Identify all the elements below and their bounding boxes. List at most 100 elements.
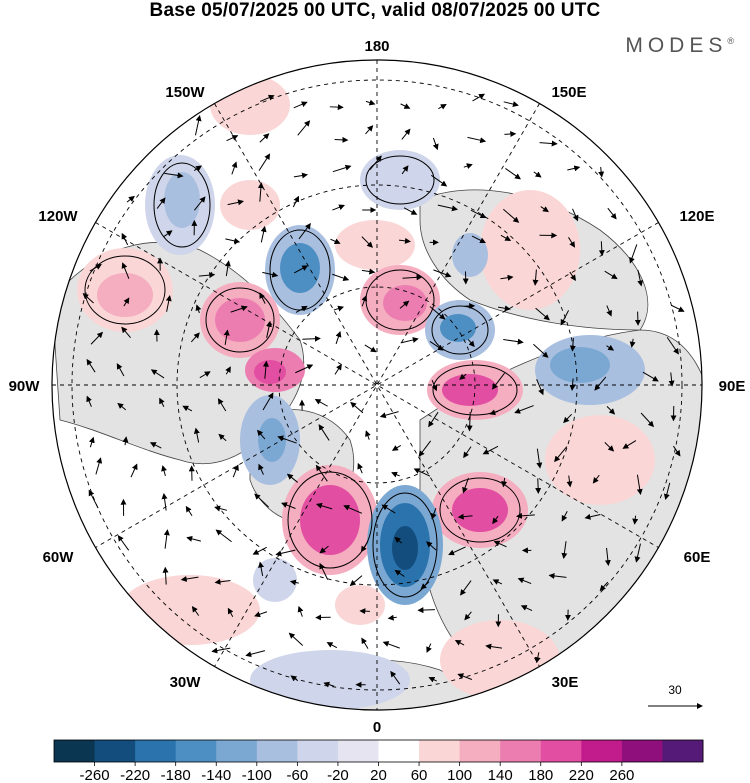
wind-arrow: [330, 238, 341, 245]
wind-arrow: [584, 513, 601, 520]
wind-arrow: [463, 446, 472, 459]
brand-logo: MODES®: [625, 34, 734, 58]
wind-arrow: [86, 395, 92, 407]
wind-reference-label: 30: [668, 683, 682, 697]
lon-label-60e: 60E: [684, 549, 711, 566]
wind-arrow: [314, 399, 328, 407]
wind-arrow: [431, 174, 448, 187]
wind-arrow: [632, 515, 639, 525]
wind-arrow: [503, 208, 520, 223]
wind-arrow: [150, 369, 165, 379]
anomaly-negative: [452, 233, 488, 277]
wind-arrow: [492, 579, 503, 585]
colorbar-swatch: [662, 740, 704, 762]
wind-arrow: [116, 363, 125, 377]
wind-arrow: [121, 232, 129, 246]
wind-arrow: [332, 164, 352, 173]
colorbar-swatch: [540, 740, 582, 762]
wind-arrow: [471, 235, 486, 244]
wind-arrow: [622, 440, 637, 449]
wind-arrow: [413, 468, 431, 477]
wind-arrow: [288, 632, 304, 646]
wind-arrow: [568, 237, 576, 248]
wind-arrow: [604, 442, 615, 452]
wind-arrow: [515, 512, 535, 519]
wind-arrow: [642, 371, 659, 382]
colorbar-swatch: [337, 740, 379, 762]
colorbar-swatch: [175, 740, 217, 762]
wind-arrow: [302, 335, 321, 342]
brand-mark: ®: [727, 36, 734, 46]
wind-arrow: [503, 338, 524, 345]
wind-arrow: [379, 411, 399, 419]
colorbar-tick-label: -100: [242, 767, 272, 783]
colorbar-swatch: [256, 740, 298, 762]
wind-arrow: [159, 397, 165, 407]
map-border: [51, 59, 703, 711]
lon-label-0: 0: [373, 719, 381, 736]
lon-label-120w: 120W: [38, 208, 78, 225]
wind-arrow: [369, 155, 382, 170]
anomaly-positive: [452, 488, 508, 532]
wind-arrow: [606, 344, 615, 351]
wind-arrow: [130, 463, 138, 478]
wind-arrow: [594, 376, 607, 391]
wind-arrow: [231, 161, 238, 175]
colorbar-tick-label: 20: [370, 767, 387, 783]
colorbar-swatch: [54, 740, 96, 762]
wind-arrow: [195, 304, 202, 314]
wind-arrow: [193, 427, 200, 443]
wind-arrow: [295, 364, 314, 374]
wind-arrow: [448, 546, 466, 556]
wind-arrow: [163, 230, 173, 238]
anomaly-positive: [440, 620, 560, 700]
anomaly-positive: [210, 75, 290, 135]
wind-arrow: [569, 337, 576, 352]
wind-arrow: [254, 611, 268, 618]
wind-arrow: [259, 292, 266, 304]
wind-arrow: [193, 165, 202, 172]
wind-arrow: [364, 344, 377, 353]
wind-arrow: [316, 502, 333, 510]
wind-arrow: [293, 101, 308, 109]
wind-arrow: [190, 332, 200, 343]
wind-arrow: [400, 103, 411, 109]
anomaly-negative: [250, 650, 410, 710]
wind-arrow: [122, 436, 129, 446]
colorbar-swatch: [500, 740, 542, 762]
wind-arrow: [470, 209, 487, 218]
wind-arrow: [297, 120, 311, 136]
wind-arrow: [121, 326, 131, 338]
wind-arrow: [230, 305, 248, 313]
wind-arrow: [572, 208, 579, 222]
wind-arrow: [332, 204, 345, 211]
wind-arrow: [332, 273, 350, 281]
wind-arrow: [673, 445, 681, 457]
wind-arrow: [467, 339, 475, 348]
wind-arrow: [540, 206, 549, 213]
wind-arrow: [256, 429, 266, 440]
wind-arrow: [89, 264, 102, 272]
wind-arrow: [429, 306, 446, 320]
wind-arrow: [335, 330, 342, 345]
wind-arrow: [275, 549, 296, 557]
colorbar-tick-label: -220: [120, 767, 150, 783]
wind-arrow: [294, 265, 309, 274]
wind-arrow: [492, 515, 499, 525]
wind-arrow: [432, 137, 439, 151]
wind-arrow: [604, 270, 618, 280]
wind-arrow: [437, 204, 458, 212]
anomaly-positive: [97, 273, 153, 317]
wind-arrow: [350, 401, 364, 414]
anomaly-positive: [300, 485, 360, 555]
wind-arrow: [262, 392, 274, 411]
anomaly-negative: [440, 314, 476, 342]
colorbar-tick-label: 140: [488, 767, 513, 783]
wind-arrow: [214, 578, 231, 585]
wind-arrow: [598, 166, 605, 178]
wind-arrow: [428, 411, 439, 428]
wind-arrow: [333, 305, 344, 312]
wind-arrow: [361, 268, 376, 275]
wind-arrow: [227, 199, 244, 206]
wind-arrow: [258, 561, 264, 576]
